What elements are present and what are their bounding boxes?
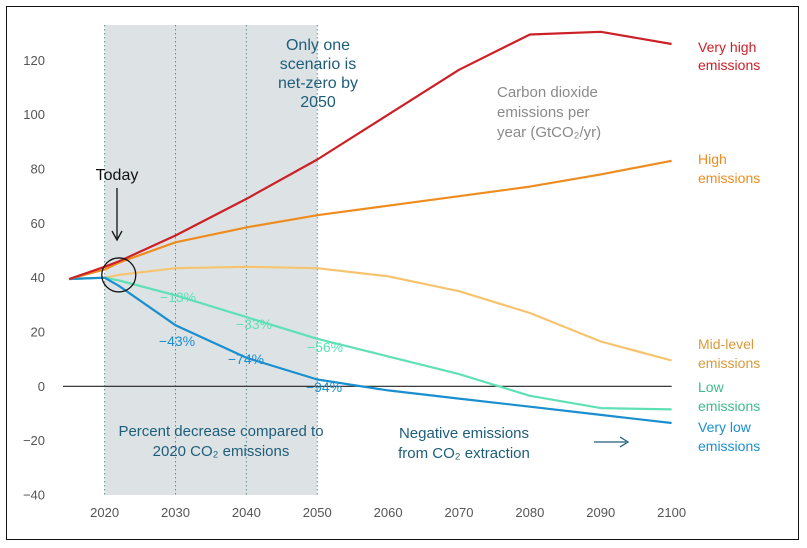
series-line-mid-level-emissions <box>69 265 672 362</box>
x-tick-label: 2100 <box>657 505 686 520</box>
y-tick-label: 0 <box>38 379 45 394</box>
series-label-line2: emissions <box>698 438 760 454</box>
y-tick-label: 60 <box>31 216 45 231</box>
y-axis-ticks: −40 −20 0 20 40 60 80 100 120 <box>23 53 45 503</box>
unit-note-line: Carbon dioxide <box>497 84 598 101</box>
percent-note-line: Percent decrease compared to <box>118 423 323 440</box>
x-tick-label: 2030 <box>161 505 190 520</box>
netzero-note-line: scenario is <box>280 56 356 73</box>
low-pct-label: −33% <box>236 316 272 332</box>
negative-note-line: from CO₂ extraction <box>398 445 530 462</box>
2020-2050-shaded-region <box>104 25 318 495</box>
x-axis-ticks: 2020 2030 2040 2050 2060 2070 2080 2090 2100 <box>90 505 686 520</box>
x-tick-label: 2050 <box>303 505 332 520</box>
series-label-line1: Mid-level <box>698 336 754 352</box>
percent-labels: −13% −33% −56% −43% −74% −94% <box>159 289 343 395</box>
x-tick-label: 2060 <box>374 505 403 520</box>
y-tick-label: −40 <box>23 488 45 503</box>
series-label-line1: Very high <box>698 39 756 55</box>
x-tick-label: 2020 <box>90 505 119 520</box>
verylow-pct-label: −94% <box>306 379 342 395</box>
series-label-line2: emissions <box>698 355 760 371</box>
series-line-high-emissions <box>68 159 672 281</box>
y-tick-label: 100 <box>23 107 45 122</box>
series-line-low-emissions <box>69 276 672 411</box>
series-label-line2: emissions <box>698 170 760 186</box>
verylow-pct-label: −43% <box>159 333 195 349</box>
x-tick-label: 2040 <box>232 505 261 520</box>
negative-note-line: Negative emissions <box>399 425 529 442</box>
annotations: Only one scenario is net-zero by 2050 Carbon… <box>96 37 630 462</box>
series-labels: Very high emissions High emissions Mid-level… <box>698 39 760 454</box>
x-tick-label: 2080 <box>515 505 544 520</box>
series-line-very-high-emissions <box>68 30 672 281</box>
netzero-note-line: net-zero by <box>278 75 358 92</box>
series-line-very-low-emissions <box>69 276 672 425</box>
y-tick-label: 80 <box>31 161 45 176</box>
verylow-pct-label: −74% <box>228 351 264 367</box>
today-circle <box>101 257 137 293</box>
percent-note-line: 2020 CO₂ emissions <box>153 443 290 460</box>
series-label-line2: emissions <box>698 57 760 73</box>
series-label-line2: emissions <box>698 398 760 414</box>
x-tick-label: 2090 <box>586 505 615 520</box>
y-tick-label: 120 <box>23 53 45 68</box>
negative-arrow-head <box>619 436 630 448</box>
series-label-line1: High <box>698 151 727 167</box>
y-tick-label: −20 <box>23 433 45 448</box>
today-label: Today <box>96 167 139 184</box>
y-tick-label: 40 <box>31 270 45 285</box>
series-label-line1: Low <box>698 379 725 395</box>
today-arrow-head <box>111 230 123 242</box>
x-tick-label: 2070 <box>445 505 474 520</box>
netzero-note-line: Only one <box>286 37 350 54</box>
series-label-line1: Very low <box>698 419 752 435</box>
y-tick-label: 20 <box>31 324 45 339</box>
unit-note-line: emissions per <box>497 104 590 121</box>
netzero-note-line: 2050 <box>300 94 336 111</box>
low-pct-label: −13% <box>160 289 196 305</box>
low-pct-label: −56% <box>307 339 343 355</box>
unit-note-line: year (GtCO₂/yr) <box>497 124 601 141</box>
series-lines <box>68 30 672 425</box>
